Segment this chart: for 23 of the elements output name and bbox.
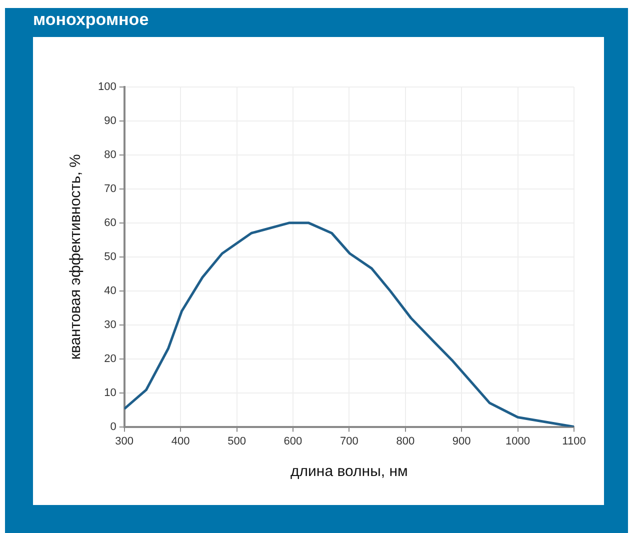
- y-tick-label: 60: [104, 216, 116, 229]
- x-tick-label: 300: [115, 435, 134, 448]
- x-tick-label: 400: [171, 435, 190, 448]
- y-tick-label: 20: [104, 352, 116, 365]
- y-tick-label: 50: [104, 250, 116, 263]
- x-tick-label: 500: [228, 435, 246, 448]
- x-tick-label: 1000: [506, 435, 530, 448]
- y-tick-label: 100: [98, 81, 116, 94]
- x-tick-label: 800: [396, 435, 415, 448]
- x-axis-title: длина волны, нм: [290, 463, 408, 480]
- y-tick-label: 90: [104, 115, 116, 128]
- y-tick-label: 40: [104, 284, 116, 297]
- x-tick-label: 600: [284, 435, 302, 448]
- y-tick-label: 10: [104, 386, 116, 399]
- y-tick-label: 70: [104, 182, 116, 195]
- chart-title: монохромное: [33, 10, 149, 30]
- x-tick-label: 1100: [562, 435, 586, 448]
- y-axis-title: квантовая эффективность, %: [67, 154, 84, 360]
- y-tick-label: 80: [104, 148, 116, 161]
- y-tick-label: 0: [110, 420, 116, 433]
- x-tick-label: 900: [452, 435, 471, 448]
- y-tick-label: 30: [104, 318, 116, 331]
- x-tick-label: 700: [340, 435, 358, 448]
